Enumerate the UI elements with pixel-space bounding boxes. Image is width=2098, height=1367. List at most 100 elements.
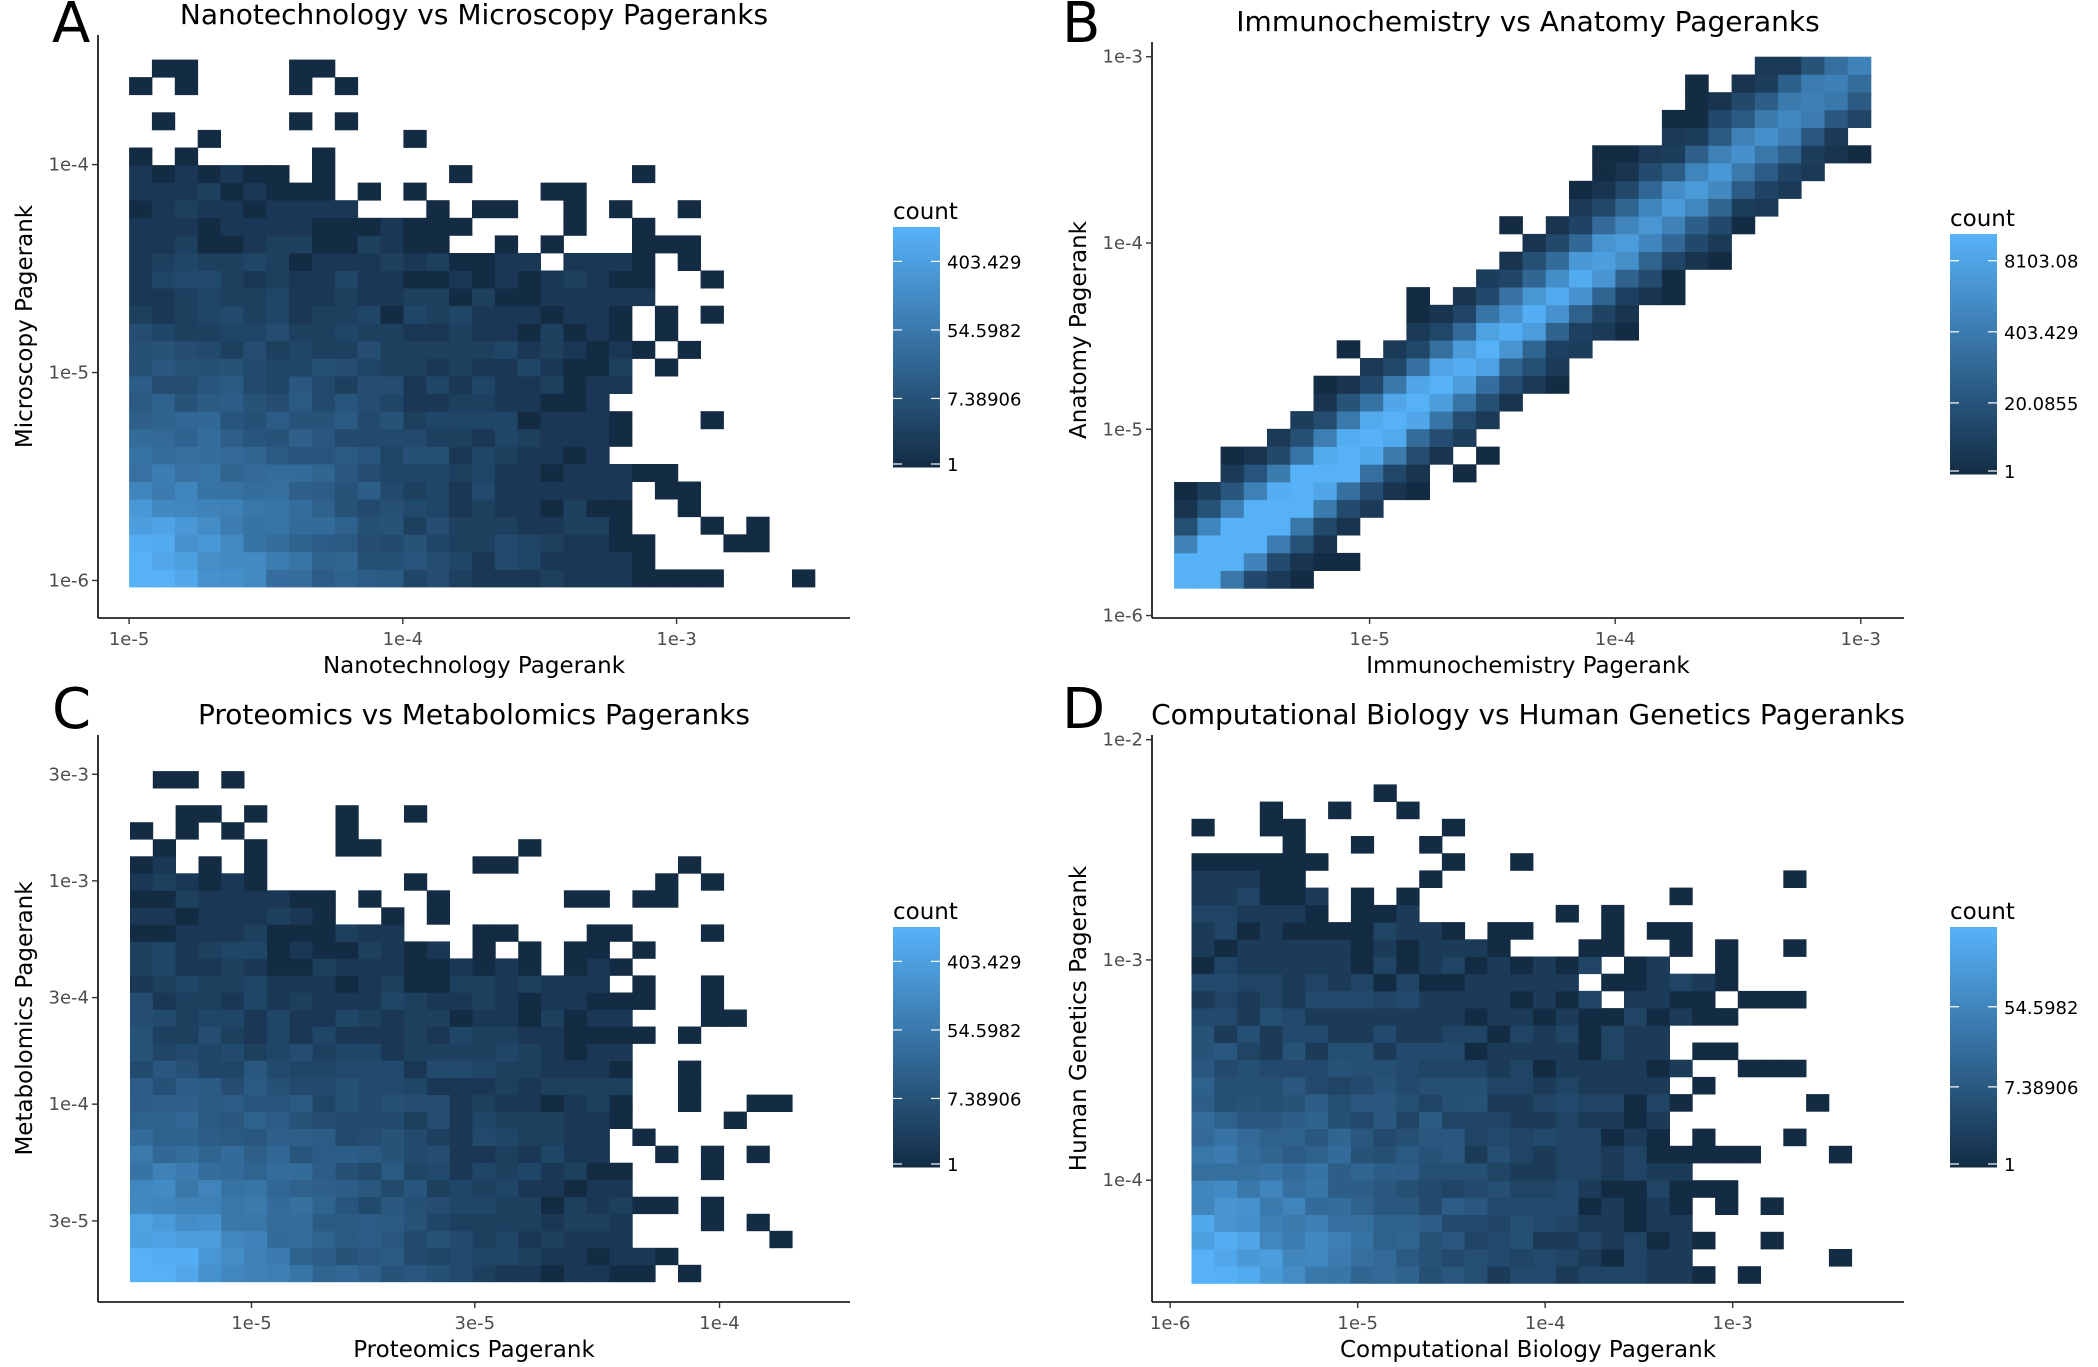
legend-gradient-step xyxy=(1950,410,1997,415)
heatmap-tile xyxy=(1237,922,1261,940)
heatmap-tile xyxy=(1441,1145,1466,1164)
heatmap-tile xyxy=(1350,1094,1375,1112)
heatmap-tile xyxy=(358,975,382,993)
heatmap-tile xyxy=(1328,1008,1352,1026)
heatmap-tile xyxy=(654,569,679,588)
heatmap-tile xyxy=(1661,163,1686,182)
heatmap-tile xyxy=(1847,109,1872,128)
heatmap-tile xyxy=(174,323,199,342)
heatmap-tile xyxy=(1313,393,1338,412)
heatmap-tile xyxy=(175,958,199,976)
heatmap-tile xyxy=(609,1162,633,1181)
heatmap-tile xyxy=(198,1196,222,1215)
heatmap-tile xyxy=(130,1009,154,1027)
heatmap-tile xyxy=(1259,887,1283,906)
heatmap-tile xyxy=(700,569,724,588)
heatmap-tile xyxy=(174,428,199,447)
heatmap-tile xyxy=(357,569,381,588)
heatmap-tile xyxy=(586,323,610,342)
y-tick-label: 1e-5 xyxy=(49,363,89,384)
heatmap-tile xyxy=(221,1128,245,1146)
legend-gradient-step xyxy=(1950,975,1997,980)
heatmap-tile xyxy=(403,182,427,201)
heatmap-tile xyxy=(1220,482,1245,501)
heatmap-tile xyxy=(1731,145,1756,164)
heatmap-tile xyxy=(700,975,725,993)
legend-gradient-step xyxy=(1950,1027,1997,1032)
heatmap-tile xyxy=(563,305,587,324)
heatmap-tile xyxy=(1305,1180,1329,1198)
heatmap-tile xyxy=(1214,1008,1238,1026)
heatmap-tile xyxy=(312,340,336,359)
heatmap-tile xyxy=(335,1196,359,1215)
y-tick-label: 1e-4 xyxy=(49,155,89,176)
heatmap-tile xyxy=(312,1264,336,1283)
heatmap-tile xyxy=(1373,1042,1397,1061)
heatmap-tile xyxy=(334,393,359,412)
heatmap-tile xyxy=(174,77,199,96)
heatmap-tile xyxy=(472,941,496,959)
heatmap-tile xyxy=(449,481,473,500)
heatmap-tile xyxy=(1237,1111,1261,1129)
heatmap-tile xyxy=(426,235,450,254)
heatmap-tile xyxy=(1555,1042,1579,1061)
heatmap-tile xyxy=(1396,1163,1420,1181)
heatmap-tile xyxy=(495,856,519,874)
heatmap-tile xyxy=(586,1213,610,1232)
heatmap-tile xyxy=(244,839,268,857)
legend-gradient-step xyxy=(893,1143,940,1148)
heatmap-tile xyxy=(335,941,359,959)
heatmap-tile xyxy=(1441,1266,1466,1284)
heatmap-tile xyxy=(174,551,199,570)
heatmap-tile xyxy=(563,253,587,271)
heatmap-tile xyxy=(151,446,176,465)
heatmap-tile xyxy=(198,805,222,823)
y-tick-label: 3e-3 xyxy=(49,764,89,785)
heatmap-tile xyxy=(472,569,496,588)
legend-gradient-step xyxy=(1950,438,1997,443)
heatmap-tile xyxy=(1259,1266,1283,1284)
heatmap-tile xyxy=(381,1077,405,1095)
heatmap-tile xyxy=(1476,393,1500,412)
heatmap-tile xyxy=(1778,163,1802,182)
heatmap-tile xyxy=(357,182,381,201)
heatmap-tile xyxy=(357,446,381,465)
heatmap-tile xyxy=(152,1043,176,1061)
legend-gradient-step xyxy=(1950,406,1997,411)
heatmap-tile xyxy=(198,1264,222,1283)
heatmap-tile xyxy=(449,376,473,394)
heatmap-tile xyxy=(267,1043,291,1061)
heatmap-tile xyxy=(1624,1025,1648,1043)
heatmap-tile xyxy=(1715,1008,1739,1026)
heatmap-tile xyxy=(1191,973,1215,992)
legend-gradient-step xyxy=(1950,947,1997,952)
heatmap-tile xyxy=(1522,375,1547,394)
heatmap-tile xyxy=(151,569,176,588)
heatmap-tile xyxy=(403,516,427,535)
heatmap-tile xyxy=(632,253,656,271)
heatmap-tile xyxy=(244,992,268,1010)
heatmap-tile xyxy=(495,1179,519,1198)
legend-gradient-step xyxy=(893,1111,940,1116)
heatmap-tile xyxy=(426,1009,450,1027)
heatmap-tile xyxy=(1464,1180,1488,1198)
heatmap-tile xyxy=(1601,904,1625,923)
heatmap-tile xyxy=(312,1009,336,1027)
heatmap-tile xyxy=(312,1060,336,1078)
legend-gradient-step xyxy=(1950,434,1997,439)
heatmap-tile xyxy=(472,1060,496,1078)
heatmap-tile xyxy=(1615,322,1639,341)
heatmap-tile xyxy=(1336,552,1361,571)
heatmap-tile xyxy=(1555,1128,1579,1147)
heatmap-tile xyxy=(312,1162,336,1181)
heatmap-tile xyxy=(1533,1128,1557,1147)
legend-gradient-step xyxy=(1950,234,1997,239)
heatmap-tile xyxy=(1510,1025,1534,1043)
heatmap-tile xyxy=(586,975,610,993)
heatmap-tile xyxy=(1487,1059,1511,1078)
heatmap-tile xyxy=(449,551,473,570)
heatmap-tile xyxy=(1259,1042,1283,1061)
heatmap-tile xyxy=(517,534,541,553)
heatmap-tile xyxy=(357,481,381,500)
heatmap-tile xyxy=(334,516,359,535)
